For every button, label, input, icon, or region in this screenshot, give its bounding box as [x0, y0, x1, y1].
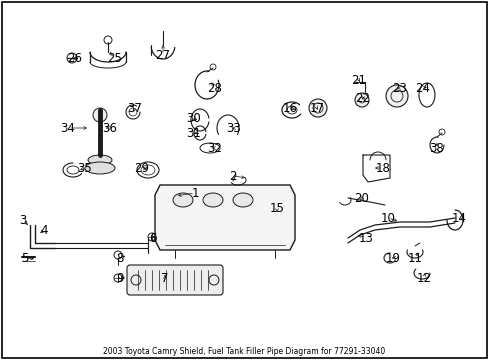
- FancyBboxPatch shape: [127, 265, 223, 295]
- Text: 5: 5: [21, 252, 29, 265]
- Text: 8: 8: [116, 252, 123, 265]
- Text: 22: 22: [355, 91, 370, 104]
- Text: 21: 21: [351, 73, 366, 86]
- Text: 32: 32: [207, 141, 222, 154]
- Text: 3: 3: [19, 213, 27, 226]
- Text: 9: 9: [116, 271, 123, 284]
- Ellipse shape: [173, 193, 193, 207]
- Text: 25: 25: [107, 51, 122, 64]
- Text: 7: 7: [161, 271, 168, 284]
- Text: 36: 36: [102, 122, 117, 135]
- Text: 4: 4: [40, 224, 48, 237]
- Text: 19: 19: [385, 252, 400, 265]
- Text: 16: 16: [282, 102, 297, 114]
- Text: 23: 23: [392, 81, 407, 95]
- Text: 11: 11: [407, 252, 422, 265]
- Text: 1: 1: [191, 186, 198, 199]
- Text: 34: 34: [61, 122, 75, 135]
- Circle shape: [385, 85, 407, 107]
- Text: 28: 28: [207, 81, 222, 95]
- Text: 15: 15: [269, 202, 284, 215]
- Ellipse shape: [85, 162, 115, 174]
- Text: 17: 17: [309, 102, 324, 114]
- Text: 35: 35: [78, 162, 92, 175]
- Text: 2: 2: [229, 170, 236, 183]
- Text: 37: 37: [127, 102, 142, 114]
- Text: 13: 13: [358, 231, 373, 244]
- Ellipse shape: [88, 155, 112, 165]
- Text: 26: 26: [67, 51, 82, 64]
- Text: 38: 38: [429, 141, 444, 154]
- Text: 14: 14: [450, 212, 466, 225]
- Ellipse shape: [232, 193, 252, 207]
- Ellipse shape: [203, 193, 223, 207]
- Circle shape: [308, 99, 326, 117]
- Text: 27: 27: [155, 49, 170, 62]
- Text: 10: 10: [380, 212, 395, 225]
- Text: 6: 6: [149, 231, 157, 244]
- Text: 30: 30: [186, 112, 201, 125]
- Text: 2003 Toyota Camry Shield, Fuel Tank Filler Pipe Diagram for 77291-33040: 2003 Toyota Camry Shield, Fuel Tank Fill…: [103, 347, 385, 356]
- Text: 29: 29: [134, 162, 149, 175]
- Text: 20: 20: [354, 192, 368, 204]
- Circle shape: [93, 108, 107, 122]
- Text: 31: 31: [186, 126, 201, 140]
- Circle shape: [354, 93, 368, 107]
- Polygon shape: [155, 185, 294, 250]
- Text: 33: 33: [226, 122, 241, 135]
- Text: 24: 24: [415, 81, 429, 95]
- Text: 18: 18: [375, 162, 389, 175]
- Text: 12: 12: [416, 271, 430, 284]
